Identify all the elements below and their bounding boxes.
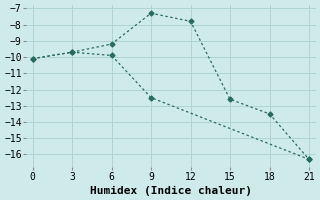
X-axis label: Humidex (Indice chaleur): Humidex (Indice chaleur) (90, 186, 252, 196)
